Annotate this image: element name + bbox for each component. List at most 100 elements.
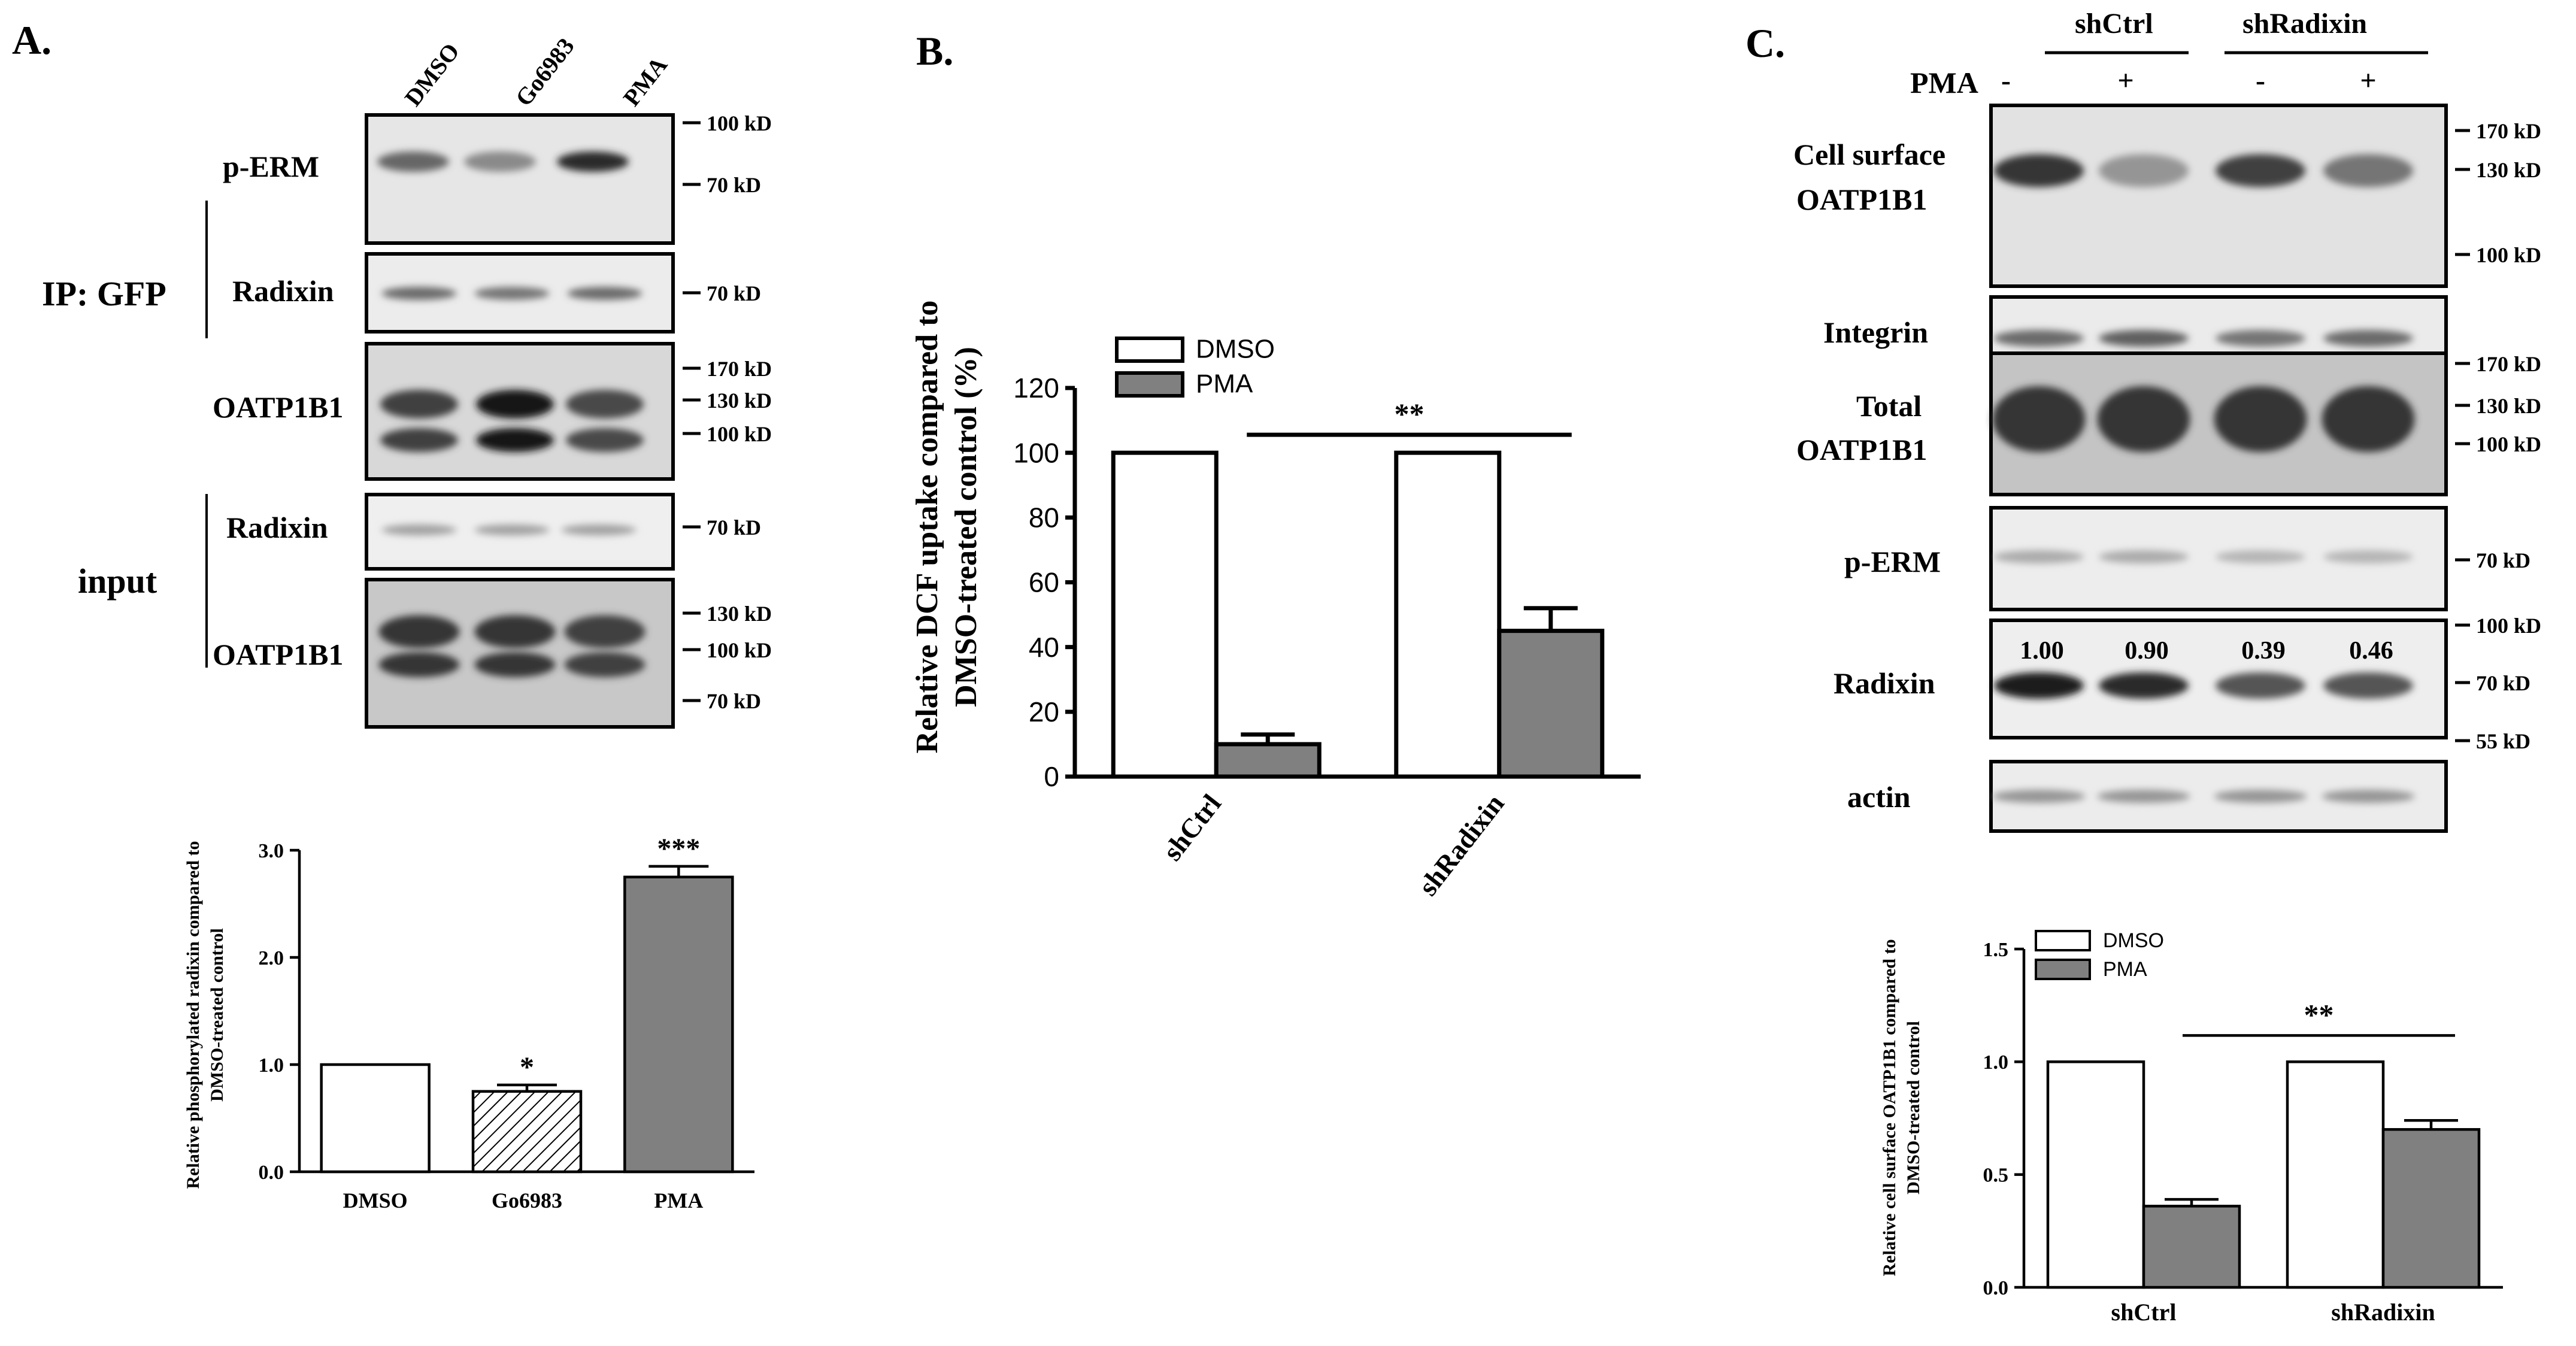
blot-label-a-perm: p-ERM [223, 150, 319, 183]
blot-label-c-cell-surface-1: Cell surface [1793, 138, 1945, 171]
blot-band [380, 390, 458, 419]
legend-label-dmso: DMSO [2103, 929, 2164, 952]
blot-band [2216, 330, 2305, 347]
radixin-quant-3: 0.39 [2241, 637, 2286, 665]
blot-band [1994, 330, 2084, 347]
blot-band [2216, 672, 2305, 699]
blot-band [1994, 154, 2084, 187]
blot-label-c-total-2: OATP1B1 [1796, 433, 1928, 466]
panel-a-blots: DMSO Go6983 PMA IP: GFP input p-ERM 100 … [42, 33, 772, 729]
bands-c-integrin [1994, 330, 2413, 347]
blot-band [2323, 330, 2413, 347]
blot-label-a-oatp1b1-input: OATP1B1 [213, 638, 344, 671]
chart-b-ylabel-2: DMSO-treated control (%) [949, 347, 983, 707]
blot-band [476, 390, 554, 419]
blot-band [2322, 386, 2415, 452]
blot-band [474, 615, 556, 648]
blot-band [566, 390, 644, 419]
bar-dmso [320, 1063, 431, 1174]
blot-band [474, 525, 550, 535]
y-tick-label: 0.0 [1983, 1277, 2009, 1299]
blot-label-c-integrin: Integrin [1823, 316, 1928, 349]
blot-band [1992, 386, 2086, 452]
significance-label: *** [657, 833, 700, 865]
pma-row-label: PMA [1910, 66, 1978, 99]
legend-swatch-pma [1115, 371, 1184, 398]
bar-dmso-shradixin [2286, 1060, 2385, 1289]
marker-c-perm-70: 70 kD [2476, 548, 2530, 572]
significance-label: ** [1395, 397, 1425, 431]
legend-label-dmso: DMSO [1196, 334, 1275, 363]
blot-band [2214, 386, 2307, 452]
marker-c-total-130: 130 kD [2476, 394, 2541, 418]
bands-c-actin [1992, 790, 2415, 803]
blot-band [381, 287, 457, 300]
pma-sign-3: - [2256, 65, 2265, 96]
blot-band [2097, 790, 2190, 803]
marker-a-oatp1b1-ip-100: 100 kD [707, 422, 772, 446]
pma-sign-4: + [2360, 65, 2376, 96]
chart-a-ylabel-1: Relative phosphorylated radixin compared… [183, 841, 203, 1189]
bar-pma-shctrl [1214, 742, 1322, 779]
y-tick-label: 2.0 [259, 947, 284, 969]
bar-dmso-shctrl [1111, 450, 1219, 779]
bands-c-perm [1994, 550, 2413, 563]
legend-swatch-pma [2035, 959, 2091, 980]
bands-a-oatp1b1-input-lower [378, 652, 645, 677]
x-tick-label: shRadixin [1413, 789, 1510, 902]
y-tick-label: 1.0 [1983, 1051, 2009, 1074]
blot-band [1992, 790, 2086, 803]
radixin-quant-2: 0.90 [2125, 637, 2169, 665]
blot-band [474, 287, 550, 300]
x-tick-label: Go6983 [492, 1189, 562, 1212]
blot-band [2323, 550, 2413, 563]
marker-a-oatp1b1-input-130: 130 kD [707, 602, 772, 626]
lane-label-pma: PMA [618, 51, 673, 111]
blot-label-c-radixin: Radixin [1833, 666, 1935, 700]
blot-label-c-perm: p-ERM [1844, 545, 1941, 578]
marker-a-radixin-ip-70: 70 kD [707, 281, 761, 305]
blot-band [2216, 550, 2305, 563]
y-tick-label: 100 [1013, 437, 1059, 468]
marker-a-oatp1b1-input-70: 70 kD [707, 689, 761, 713]
bar-pma [623, 875, 734, 1174]
y-tick-label: 3.0 [259, 840, 284, 862]
significance-label: ** [2304, 998, 2334, 1031]
blot-band [1994, 672, 2084, 699]
marker-a-oatp1b1-input-100: 100 kD [707, 638, 772, 662]
chart-a: Relative phosphorylated radixin compared… [183, 833, 754, 1212]
marker-c-total-170: 170 kD [2476, 352, 2541, 376]
blot-band [2099, 672, 2189, 699]
blot-band [378, 652, 460, 677]
blot-band [2323, 154, 2413, 187]
marker-a-oatp1b1-ip-170: 170 kD [707, 357, 772, 381]
panel-b-letter: B. [916, 28, 953, 74]
bar-go6983 [471, 1090, 583, 1174]
blot-band [2099, 330, 2189, 347]
blot-band [564, 652, 645, 677]
chart-c-ylabel-2: DMSO-treated control [1904, 1021, 1923, 1195]
blot-band [566, 428, 644, 452]
y-tick-label: 40 [1029, 632, 1059, 663]
bands-a-perm [377, 151, 629, 172]
bar-dmso-shctrl [2046, 1060, 2145, 1289]
chart-c: Relative cell surface OATP1B1 compared t… [1880, 929, 2503, 1326]
x-tick-label: PMA [654, 1189, 703, 1212]
significance-label: * [520, 1051, 534, 1083]
blot-band [567, 287, 643, 300]
marker-c-radixin-55: 55 kD [2476, 729, 2530, 753]
blot-label-c-actin: actin [1847, 780, 1911, 814]
panel-c-blots: shCtrl shRadixin PMA - + - + Cell surfac… [1793, 8, 2541, 833]
x-tick-label: DMSO [343, 1189, 408, 1212]
pma-sign-1: - [2001, 65, 2011, 96]
blot-a-perm [365, 113, 675, 245]
y-tick-label: 60 [1029, 567, 1059, 598]
bands-c-cell-surface [1994, 154, 2413, 187]
y-tick-label: 1.5 [1983, 939, 2009, 961]
lane-label-go6983: Go6983 [510, 33, 580, 111]
y-tick-label: 1.0 [259, 1054, 284, 1077]
chart-a-ylabel-2: DMSO-treated control [207, 928, 227, 1102]
blot-band [561, 525, 637, 535]
bands-a-oatp1b1-input-upper [378, 615, 645, 648]
